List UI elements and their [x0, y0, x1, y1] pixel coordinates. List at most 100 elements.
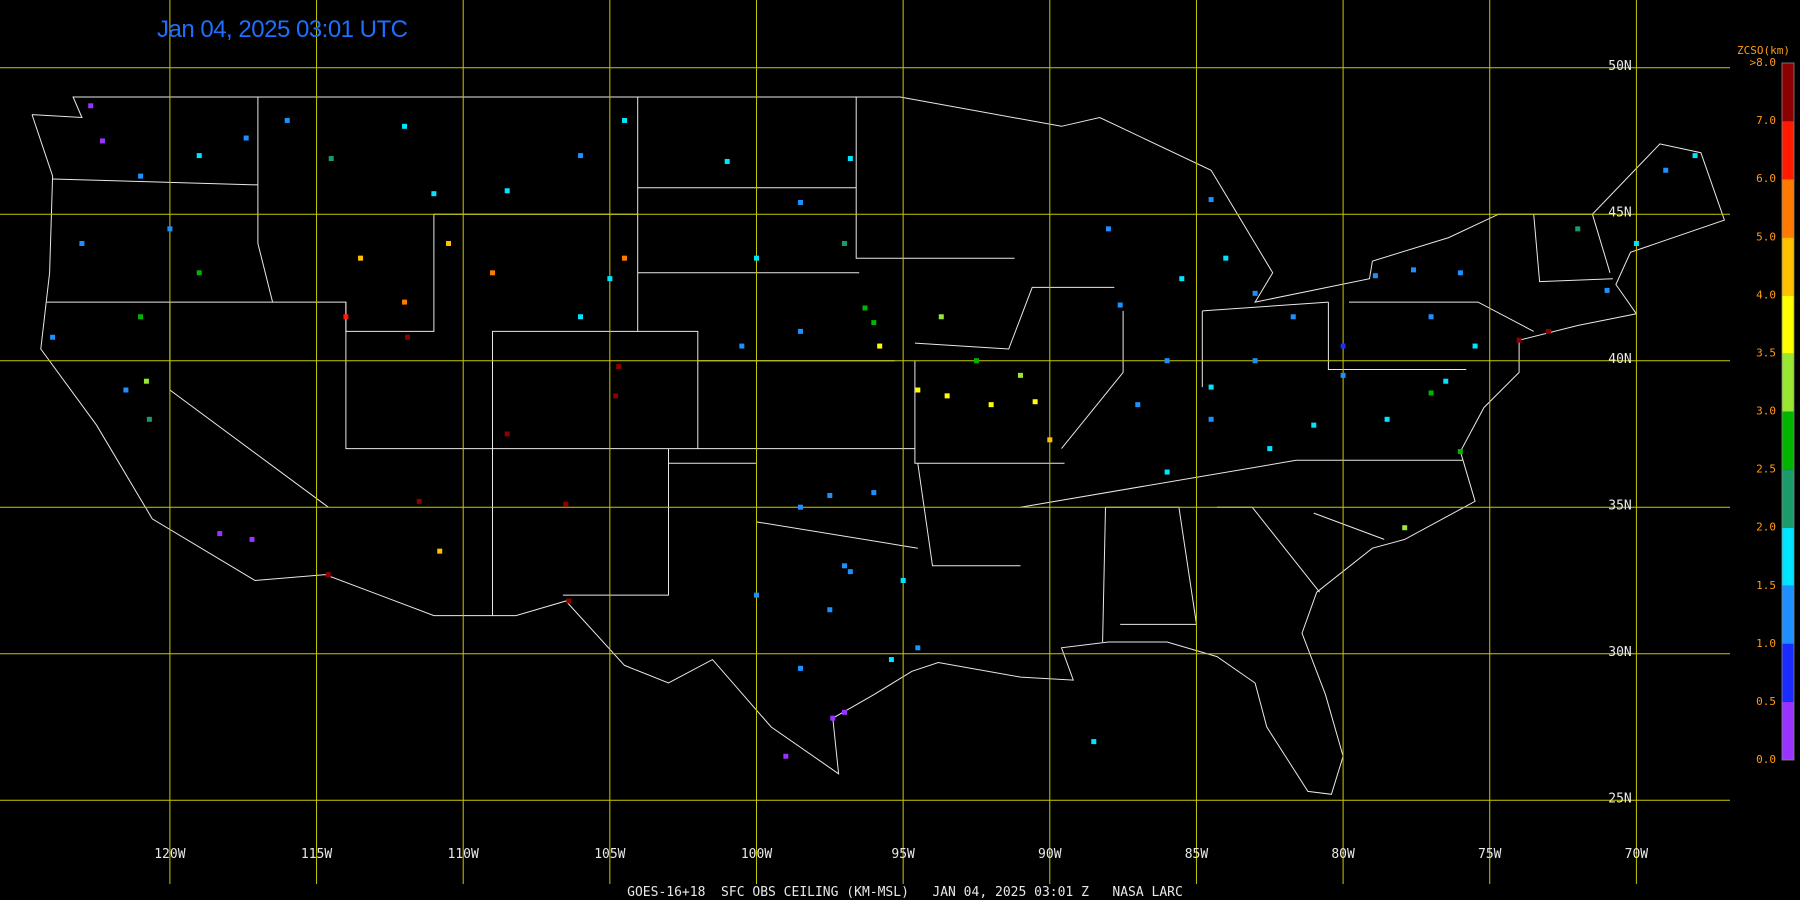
station-obs — [1428, 390, 1434, 396]
station-obs — [1311, 422, 1317, 428]
boundary-line — [1327, 302, 1467, 370]
longitude-label: 115W — [301, 847, 332, 862]
station-obs — [797, 199, 803, 205]
station-obs — [622, 117, 628, 123]
colorbar-label: 5.0 — [1756, 230, 1776, 243]
station-obs — [1032, 399, 1038, 405]
station-obs — [446, 241, 452, 246]
colorbar-segment — [1782, 179, 1794, 238]
station-obs — [167, 226, 173, 232]
station-obs — [196, 270, 202, 276]
boundary-line — [1102, 507, 1106, 643]
station-obs — [123, 387, 129, 393]
colorbar-segment — [1782, 237, 1794, 296]
colorbar-label: 7.0 — [1756, 114, 1776, 127]
station-obs — [888, 657, 894, 663]
colorbar-segment — [1782, 643, 1794, 702]
station-obs — [754, 255, 759, 261]
station-obs — [1252, 358, 1258, 364]
station-obs — [1267, 446, 1273, 452]
station-obs — [1047, 437, 1053, 443]
station-obs — [566, 598, 572, 604]
station-obs — [284, 117, 290, 123]
graticule: 120W 115W 110W 105W 100W 95W 90W 85W 80W 75W 70W 50… — [0, 0, 1730, 884]
station-obs — [404, 334, 410, 340]
station-obs — [1575, 226, 1581, 232]
station-obs — [504, 188, 510, 194]
station-obs — [1117, 302, 1123, 308]
station-obs — [1179, 276, 1185, 282]
longitude-label: 110W — [448, 847, 479, 862]
colorbar-label: 3.0 — [1756, 405, 1776, 418]
boundary-line — [562, 448, 669, 596]
boundary-line — [917, 463, 1021, 567]
colorbar-label: 1.5 — [1756, 579, 1776, 592]
colorbar-label: 1.0 — [1756, 637, 1776, 650]
colorbar-title: ZCSO(km) — [1737, 44, 1790, 57]
station-obs — [249, 536, 255, 542]
longitude-label: 120W — [154, 847, 185, 862]
station-obs — [607, 276, 613, 282]
station-obs — [1223, 255, 1229, 261]
station-obs — [830, 715, 836, 721]
station-obs — [1428, 314, 1434, 320]
station-obs — [343, 314, 349, 320]
station-obs — [622, 255, 628, 261]
station-obs — [1372, 273, 1378, 279]
station-obs — [1545, 328, 1551, 334]
station-obs — [1633, 241, 1639, 246]
station-obs — [797, 328, 803, 334]
colorbar-label: 3.5 — [1756, 346, 1776, 359]
longitude-label: 75W — [1478, 847, 1502, 862]
station-obs — [563, 501, 569, 507]
station-obs — [431, 191, 437, 197]
station-obs — [862, 305, 868, 311]
boundary-line — [1313, 512, 1385, 540]
station-obs — [437, 548, 443, 554]
station-obs — [1164, 358, 1170, 364]
colorbar-label: 0.0 — [1756, 753, 1776, 766]
station-obs — [1457, 449, 1463, 455]
colorbar: 0.0 0.5 1.0 1.5 2.0 2.5 3.0 3.5 4.0 5.0 6.0 7.0 >8.0 — [1750, 56, 1795, 766]
latitude-label: 30N — [1608, 645, 1631, 660]
colorbar-frame — [1781, 62, 1795, 761]
station-obs — [402, 299, 408, 305]
longitude-label: 105W — [594, 847, 625, 862]
footer-caption: GOES-16+18 SFC OBS CEILING (KM-MSL) JAN … — [627, 885, 1183, 900]
station-obs — [1692, 153, 1698, 159]
boundary-line — [52, 178, 258, 186]
station-obs — [847, 156, 853, 162]
station-obs — [988, 402, 994, 408]
colorbar-segment — [1782, 63, 1794, 122]
boundary-line — [31, 96, 1726, 795]
station-obs — [783, 753, 789, 759]
station-obs — [138, 314, 144, 320]
station-obs — [1410, 267, 1416, 273]
latitude-label: 35N — [1608, 499, 1631, 514]
latitude-label: 50N — [1608, 59, 1631, 74]
station-obs — [578, 314, 584, 320]
station-obs — [944, 393, 950, 399]
station-obs — [827, 607, 833, 613]
station-obs — [1252, 290, 1258, 296]
station-obs — [877, 343, 883, 349]
boundary-line — [1533, 214, 1613, 283]
station-obs — [504, 431, 510, 437]
colorbar-label: 4.0 — [1756, 288, 1776, 301]
station-obs — [973, 358, 979, 364]
station-obs — [754, 592, 759, 598]
station-obs — [1516, 337, 1522, 343]
colorbar-label: 2.0 — [1756, 521, 1776, 534]
station-obs — [1402, 525, 1408, 531]
station-obs — [1017, 372, 1023, 378]
station-obs — [797, 504, 803, 510]
longitude-label: 95W — [891, 847, 915, 862]
colorbar-label: 2.5 — [1756, 463, 1776, 476]
latitude-label: 40N — [1608, 352, 1631, 367]
boundary-line — [257, 97, 274, 303]
station-obs — [1164, 469, 1170, 475]
station-obs — [871, 320, 877, 326]
station-obs — [724, 158, 730, 164]
